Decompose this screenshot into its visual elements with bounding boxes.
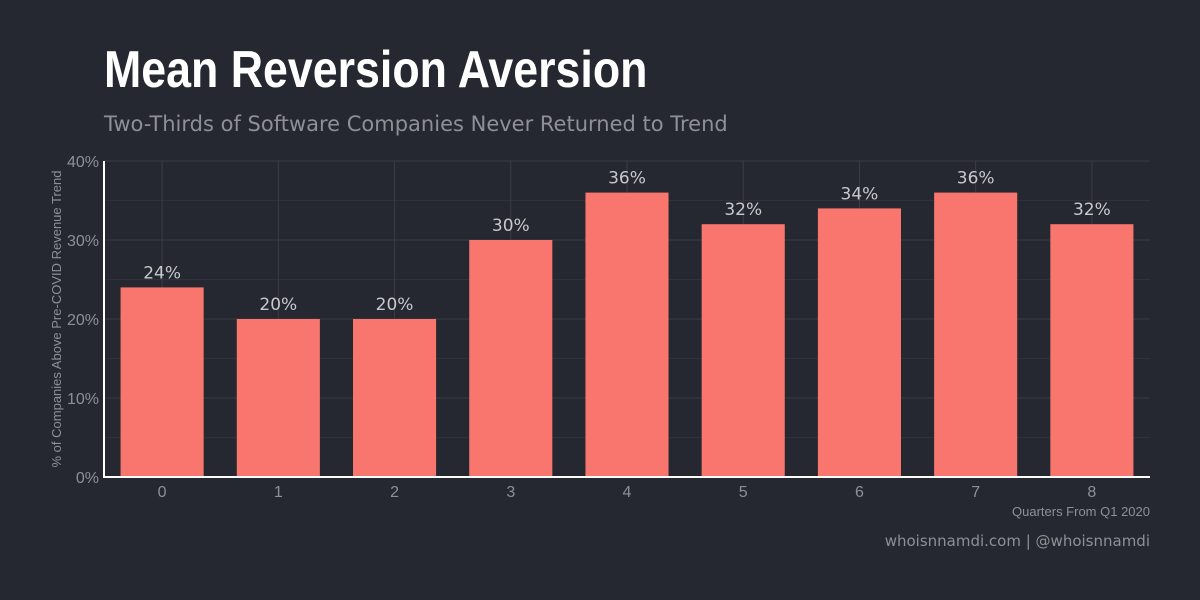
data-label: 30%: [492, 216, 530, 236]
chart-title: Mean Reversion Aversion: [104, 41, 648, 99]
x-tick-label: 5: [739, 484, 748, 501]
x-tick-label: 8: [1087, 484, 1096, 501]
bar: [1050, 224, 1134, 477]
data-label: 36%: [957, 169, 995, 189]
x-tick-label: 4: [623, 484, 632, 501]
caption: whoisnnamdi.com | @whoisnnamdi: [884, 532, 1150, 550]
y-tick-label: 10%: [67, 391, 99, 408]
y-tick-label: 30%: [67, 233, 99, 250]
bar: [353, 319, 437, 477]
bar: [817, 208, 901, 477]
x-axis-title: Quarters From Q1 2020: [1012, 504, 1150, 519]
bar: [934, 192, 1018, 477]
x-tick-label: 7: [971, 484, 980, 501]
bar: [120, 287, 204, 477]
data-label: 24%: [143, 263, 181, 283]
x-tick-label: 3: [506, 484, 515, 501]
x-tick-label: 0: [158, 484, 167, 501]
y-tick-label: 0%: [76, 470, 99, 487]
data-label: 36%: [608, 169, 646, 189]
x-tick-label: 1: [274, 484, 283, 501]
y-tick-label: 40%: [67, 154, 99, 171]
y-axis-title: % of Companies Above Pre-COVID Revenue T…: [49, 171, 64, 468]
bar: [585, 192, 669, 477]
data-label: 32%: [724, 200, 762, 220]
data-label: 34%: [841, 184, 879, 204]
chart-subtitle: Two-Thirds of Software Companies Never R…: [104, 112, 728, 136]
bar: [469, 240, 553, 477]
x-tick-label: 6: [855, 484, 864, 501]
x-tick-label: 2: [390, 484, 399, 501]
data-label: 20%: [259, 295, 297, 315]
data-label: 20%: [376, 295, 414, 315]
bar: [236, 319, 320, 477]
data-label: 32%: [1073, 200, 1111, 220]
bar: [701, 224, 785, 477]
y-tick-label: 20%: [67, 312, 99, 329]
